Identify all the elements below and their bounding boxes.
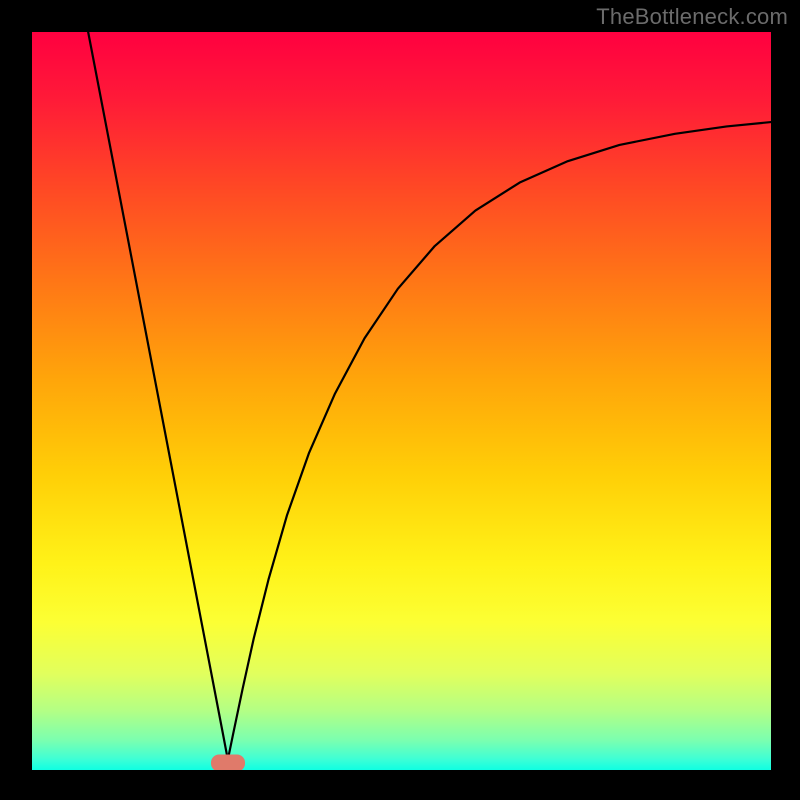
bottleneck-curve bbox=[32, 32, 771, 770]
watermark-text: TheBottleneck.com bbox=[596, 4, 788, 30]
curve-right-branch bbox=[228, 122, 771, 760]
curve-left-branch bbox=[88, 32, 228, 760]
bottleneck-marker bbox=[211, 754, 245, 770]
plot-area bbox=[32, 32, 771, 770]
